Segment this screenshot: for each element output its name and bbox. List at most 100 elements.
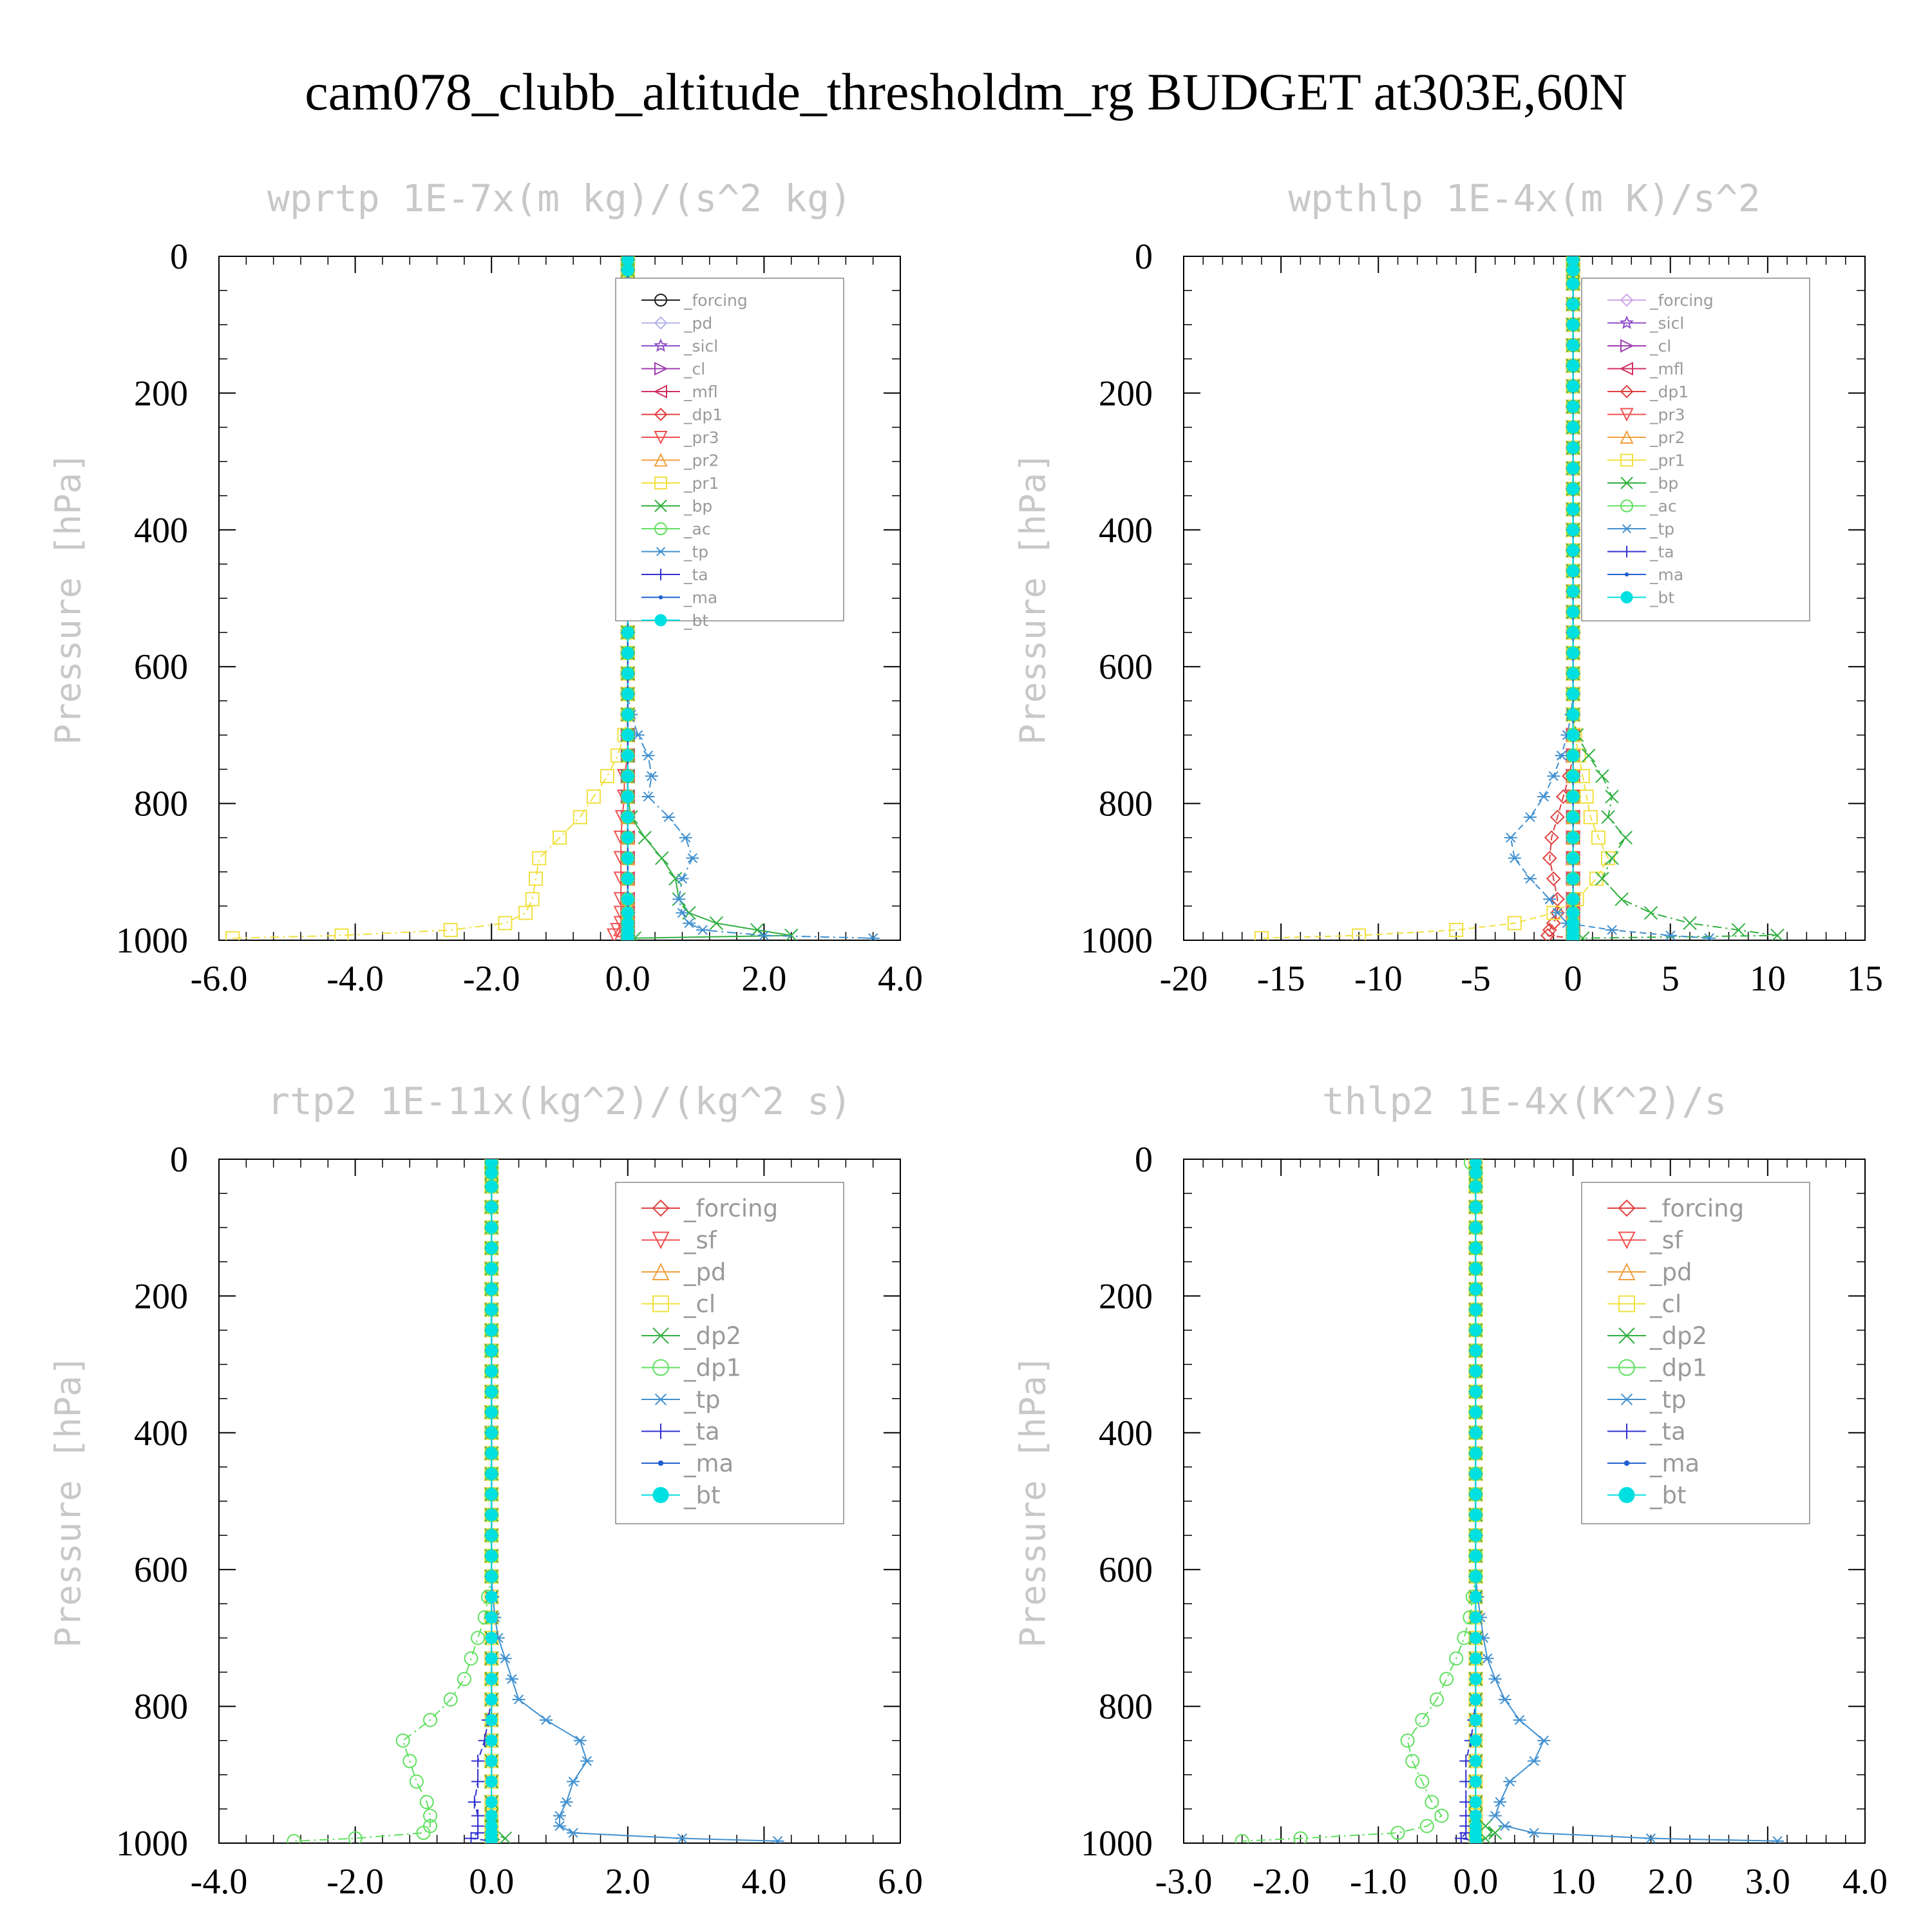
legend-item: _dp2 (641, 1322, 741, 1350)
data-point (1542, 851, 1557, 866)
legend-item: _sicl (641, 337, 718, 355)
legend-label: _forcing (683, 1195, 778, 1222)
legend-label: _bt (1649, 1481, 1687, 1509)
data-point (485, 1303, 498, 1316)
data-point (645, 771, 658, 781)
legend-label: _dp1 (1649, 1354, 1707, 1381)
data-point (686, 853, 699, 864)
y-tick-label: 1000 (116, 921, 188, 961)
legend-marker (1621, 545, 1633, 558)
legend-label: _bt (1649, 588, 1674, 607)
y-tick-label: 400 (134, 511, 188, 551)
data-point (573, 810, 587, 824)
legend-item: _bt (1607, 588, 1674, 607)
data-point (1567, 298, 1580, 310)
legend-marker (652, 1231, 670, 1249)
legend-label: _cl (683, 1290, 715, 1318)
legend-item: _forcing (641, 1195, 778, 1222)
y-tick-label: 600 (1099, 647, 1153, 687)
y-tick-label: 200 (1099, 374, 1153, 413)
y-tick-label: 400 (1099, 511, 1153, 551)
y-tick-label: 200 (134, 374, 188, 413)
chart-panel-3: rtp2 1E-11x(kg^2)/(kg^2 s) Pressure [hPa]… (48, 1079, 923, 1902)
data-point (1469, 1303, 1482, 1316)
legend-item: _pd (641, 314, 712, 332)
data-point (485, 1672, 498, 1685)
legend-marker (1621, 524, 1633, 534)
data-point (485, 1221, 498, 1234)
data-point (485, 1631, 498, 1644)
data-point (1469, 1221, 1482, 1234)
legend-marker (1619, 1423, 1634, 1439)
x-tick-label: -2.0 (463, 959, 520, 999)
x-tick-label: 0.0 (1453, 1862, 1498, 1902)
legend: _forcing _sf _pd _cl _dp2 _dp1 _tp _ta _ma _bt (615, 1182, 844, 1524)
data-point (679, 832, 692, 843)
data-point (1469, 1693, 1482, 1706)
data-point (621, 852, 634, 865)
data-point (1507, 916, 1522, 931)
x-tick-label: 5 (1662, 959, 1680, 999)
data-point (668, 871, 683, 886)
data-point (1567, 626, 1580, 639)
data-point (1555, 750, 1568, 761)
data-point (560, 1797, 573, 1807)
data-point (485, 1262, 498, 1275)
data-point (1567, 277, 1580, 290)
legend-item: _cl (1607, 1290, 1681, 1318)
chart-panel-4: thlp2 1E-4x(K^2)/s Pressure [hPa] -3.0 -2.0… (1013, 1079, 1888, 1902)
data-point (1469, 1426, 1482, 1439)
data-point (1546, 871, 1561, 886)
legend-item: _pr1 (1607, 451, 1685, 469)
data-point (586, 789, 601, 804)
legend-marker (1618, 1487, 1635, 1503)
legend-marker (1620, 430, 1634, 444)
data-point (1567, 749, 1580, 762)
data-point (287, 1833, 301, 1843)
data-point (443, 923, 458, 938)
panel-title: rtp2 1E-11x(kg^2)/(kg^2 s) (267, 1079, 852, 1123)
legend-label: _forcing (683, 291, 748, 310)
data-point (485, 1344, 498, 1357)
data-point (464, 1651, 478, 1666)
data-point (672, 894, 686, 904)
legend-marker (654, 477, 667, 489)
data-point (621, 893, 634, 905)
legend-item: _ma (641, 588, 717, 607)
legend-item: _pr2 (641, 451, 719, 469)
data-point (1449, 1651, 1464, 1666)
legend-label: _pd (1649, 1258, 1692, 1286)
legend-marker (654, 408, 668, 421)
data-point (553, 1821, 566, 1832)
chart-panel-1: wprtp 1E-7x(m kg)/(s^2 kg) Pressure [hPa]… (48, 176, 923, 999)
data-point (1454, 1832, 1468, 1843)
data-point (1469, 1508, 1482, 1521)
legend-label: _dp1 (683, 1354, 741, 1381)
legend-marker (654, 453, 668, 467)
data-point (443, 1692, 458, 1707)
panels-group: wprtp 1E-7x(m kg)/(s^2 kg) Pressure [hPa]… (48, 176, 1888, 1902)
legend-marker (654, 522, 667, 535)
data-point (422, 1712, 437, 1727)
data-point (485, 1810, 498, 1823)
data-point (1540, 928, 1555, 940)
x-tick-label: -2.0 (1253, 1862, 1310, 1902)
legend-marker (654, 361, 668, 376)
data-point (1551, 907, 1564, 918)
data-point (485, 1488, 498, 1501)
data-point (1567, 585, 1580, 598)
data-point (1600, 851, 1615, 866)
data-point (1469, 1631, 1482, 1644)
data-point (1601, 810, 1615, 824)
data-point (1683, 916, 1697, 931)
legend-marker (658, 1460, 664, 1466)
data-point (1503, 1776, 1517, 1787)
legend-marker (658, 595, 663, 600)
legend-marker (1620, 339, 1634, 353)
data-point (573, 1735, 587, 1746)
data-point (1498, 1694, 1511, 1705)
legend-marker (652, 1199, 670, 1217)
legend-marker (1618, 1359, 1635, 1376)
legend-box (615, 1182, 844, 1524)
